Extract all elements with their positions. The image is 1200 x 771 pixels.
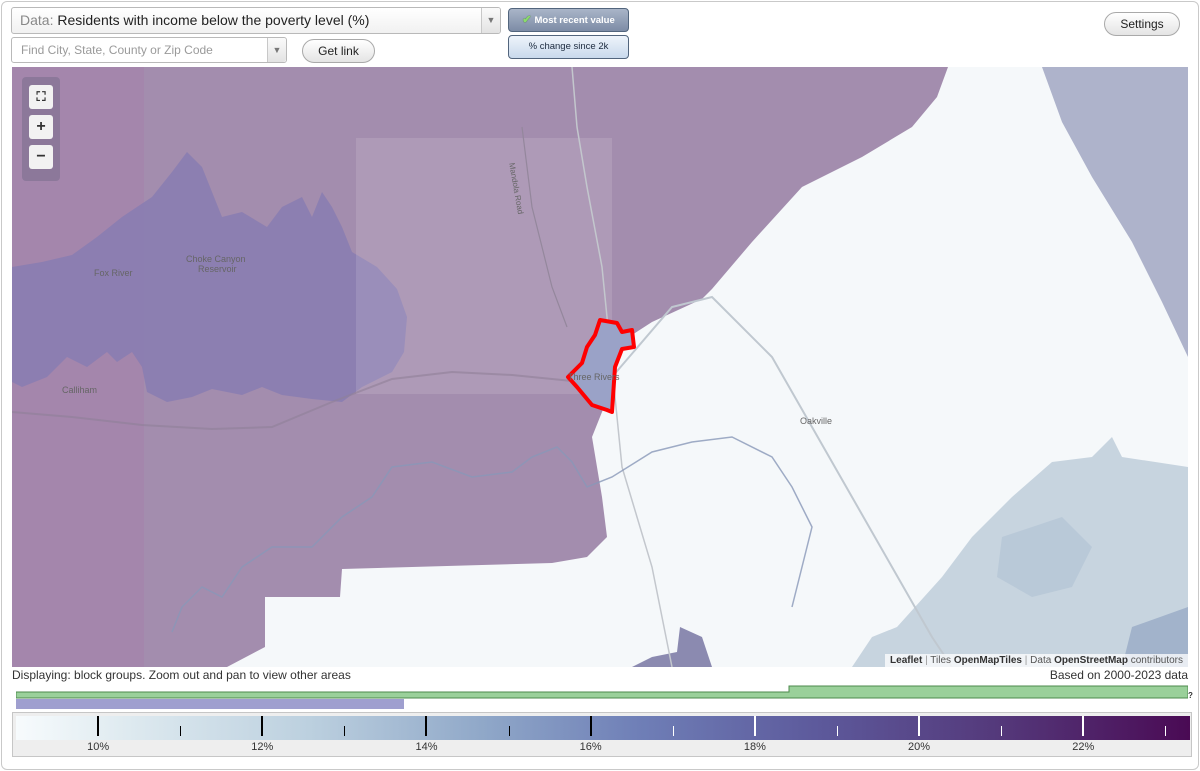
legend-minor-tick: [836, 726, 838, 736]
chevron-down-icon[interactable]: ▼: [481, 8, 500, 33]
chevron-down-icon[interactable]: ▼: [267, 38, 286, 62]
data-range-note: Based on 2000-2023 data: [1049, 668, 1188, 682]
legend-minor-tick: [344, 726, 346, 736]
place-label-reservoir: Reservoir: [198, 264, 237, 274]
histogram-selection-bar[interactable]: [16, 699, 404, 709]
legend-major-tick: [1082, 716, 1085, 736]
location-search-input[interactable]: [11, 37, 287, 63]
block-group-southeast-inner[interactable]: [997, 517, 1092, 597]
checkmark-icon: ✔: [522, 14, 532, 26]
mode-change-since-2k-button[interactable]: % change since 2k: [508, 35, 629, 59]
three-rivers-highlight[interactable]: [566, 318, 636, 414]
place-label-fox-river: Fox River: [94, 268, 133, 278]
legend-minor-tick: [1001, 726, 1003, 736]
legend-major-tick: [261, 716, 264, 736]
help-icon[interactable]: ?: [1188, 691, 1193, 700]
leaflet-link[interactable]: Leaflet: [890, 655, 923, 666]
block-group-southeast-corner[interactable]: [1122, 607, 1188, 667]
zoom-out-button[interactable]: −: [29, 145, 53, 169]
place-label-calliham: Calliham: [62, 385, 98, 395]
legend-label: 10%: [87, 741, 110, 753]
display-note: Displaying: block groups. Zoom out and p…: [12, 668, 351, 682]
mode-most-recent-label: Most recent value: [534, 15, 615, 26]
color-legend: 10% 12% 14% 16% 18% 20% 22%: [12, 712, 1192, 757]
mandola-road: [521, 126, 568, 328]
choke-canyon-reservoir: [12, 152, 407, 402]
route-road: [571, 67, 673, 667]
place-label-choke-canyon: Choke Canyon: [186, 254, 246, 264]
value-histogram: [16, 685, 1188, 709]
contributors-text: contributors: [1130, 655, 1183, 666]
place-label-three-rivers: Three Rivers: [568, 372, 620, 382]
legend-minor-tick: [508, 726, 510, 736]
zoom-in-button[interactable]: +: [29, 115, 53, 139]
legend-minor-tick: [180, 726, 182, 736]
legend-label: 14%: [415, 741, 438, 753]
data-prefix: Data: [1030, 655, 1052, 666]
map-attribution: Leaflet | Tiles OpenMapTiles | Data Open…: [885, 654, 1188, 667]
data-select-label: Data:: [20, 12, 54, 28]
legend-major-tick: [589, 716, 592, 736]
openmaptiles-link[interactable]: OpenMapTiles: [953, 655, 1022, 666]
tile-overlay: [356, 138, 612, 394]
legend-major-tick: [425, 716, 428, 736]
legend-gradient: [16, 716, 1190, 740]
legend-major-tick: [97, 716, 100, 736]
legend-label: 16%: [579, 741, 602, 753]
zoom-controls: ⛶ + −: [22, 77, 60, 181]
legend-major-tick: [753, 716, 756, 736]
legend-label: 18%: [743, 741, 766, 753]
block-group-east[interactable]: [1042, 67, 1188, 357]
tiles-prefix: Tiles: [930, 655, 952, 666]
legend-label: 22%: [1072, 741, 1095, 753]
settings-button[interactable]: Settings: [1104, 12, 1180, 36]
choropleth-map[interactable]: ⛶ + − Fox River Choke Canyon Reservoir C…: [12, 67, 1188, 667]
data-select-value: Residents with income below the poverty …: [57, 12, 370, 28]
legend-minor-tick: [672, 726, 674, 736]
nueces-river: [171, 436, 813, 633]
place-label-oakville: Oakville: [800, 416, 833, 426]
legend-major-tick: [918, 716, 921, 736]
histogram-area: [16, 685, 1188, 699]
fullscreen-button[interactable]: ⛶: [29, 85, 53, 109]
openstreetmap-link[interactable]: OpenStreetMap: [1054, 655, 1128, 666]
mode-most-recent-button[interactable]: ✔ Most recent value: [508, 8, 629, 32]
data-select[interactable]: Data: Residents with income below the po…: [11, 7, 501, 34]
block-group-south-patch[interactable]: [632, 627, 712, 667]
legend-label: 12%: [251, 741, 274, 753]
map-layers: [12, 67, 1188, 667]
highway-37-road: [611, 295, 953, 667]
legend-label: 20%: [908, 741, 931, 753]
highway-road: [12, 370, 613, 431]
get-link-button[interactable]: Get link: [302, 39, 375, 63]
legend-minor-tick: [1165, 726, 1167, 736]
